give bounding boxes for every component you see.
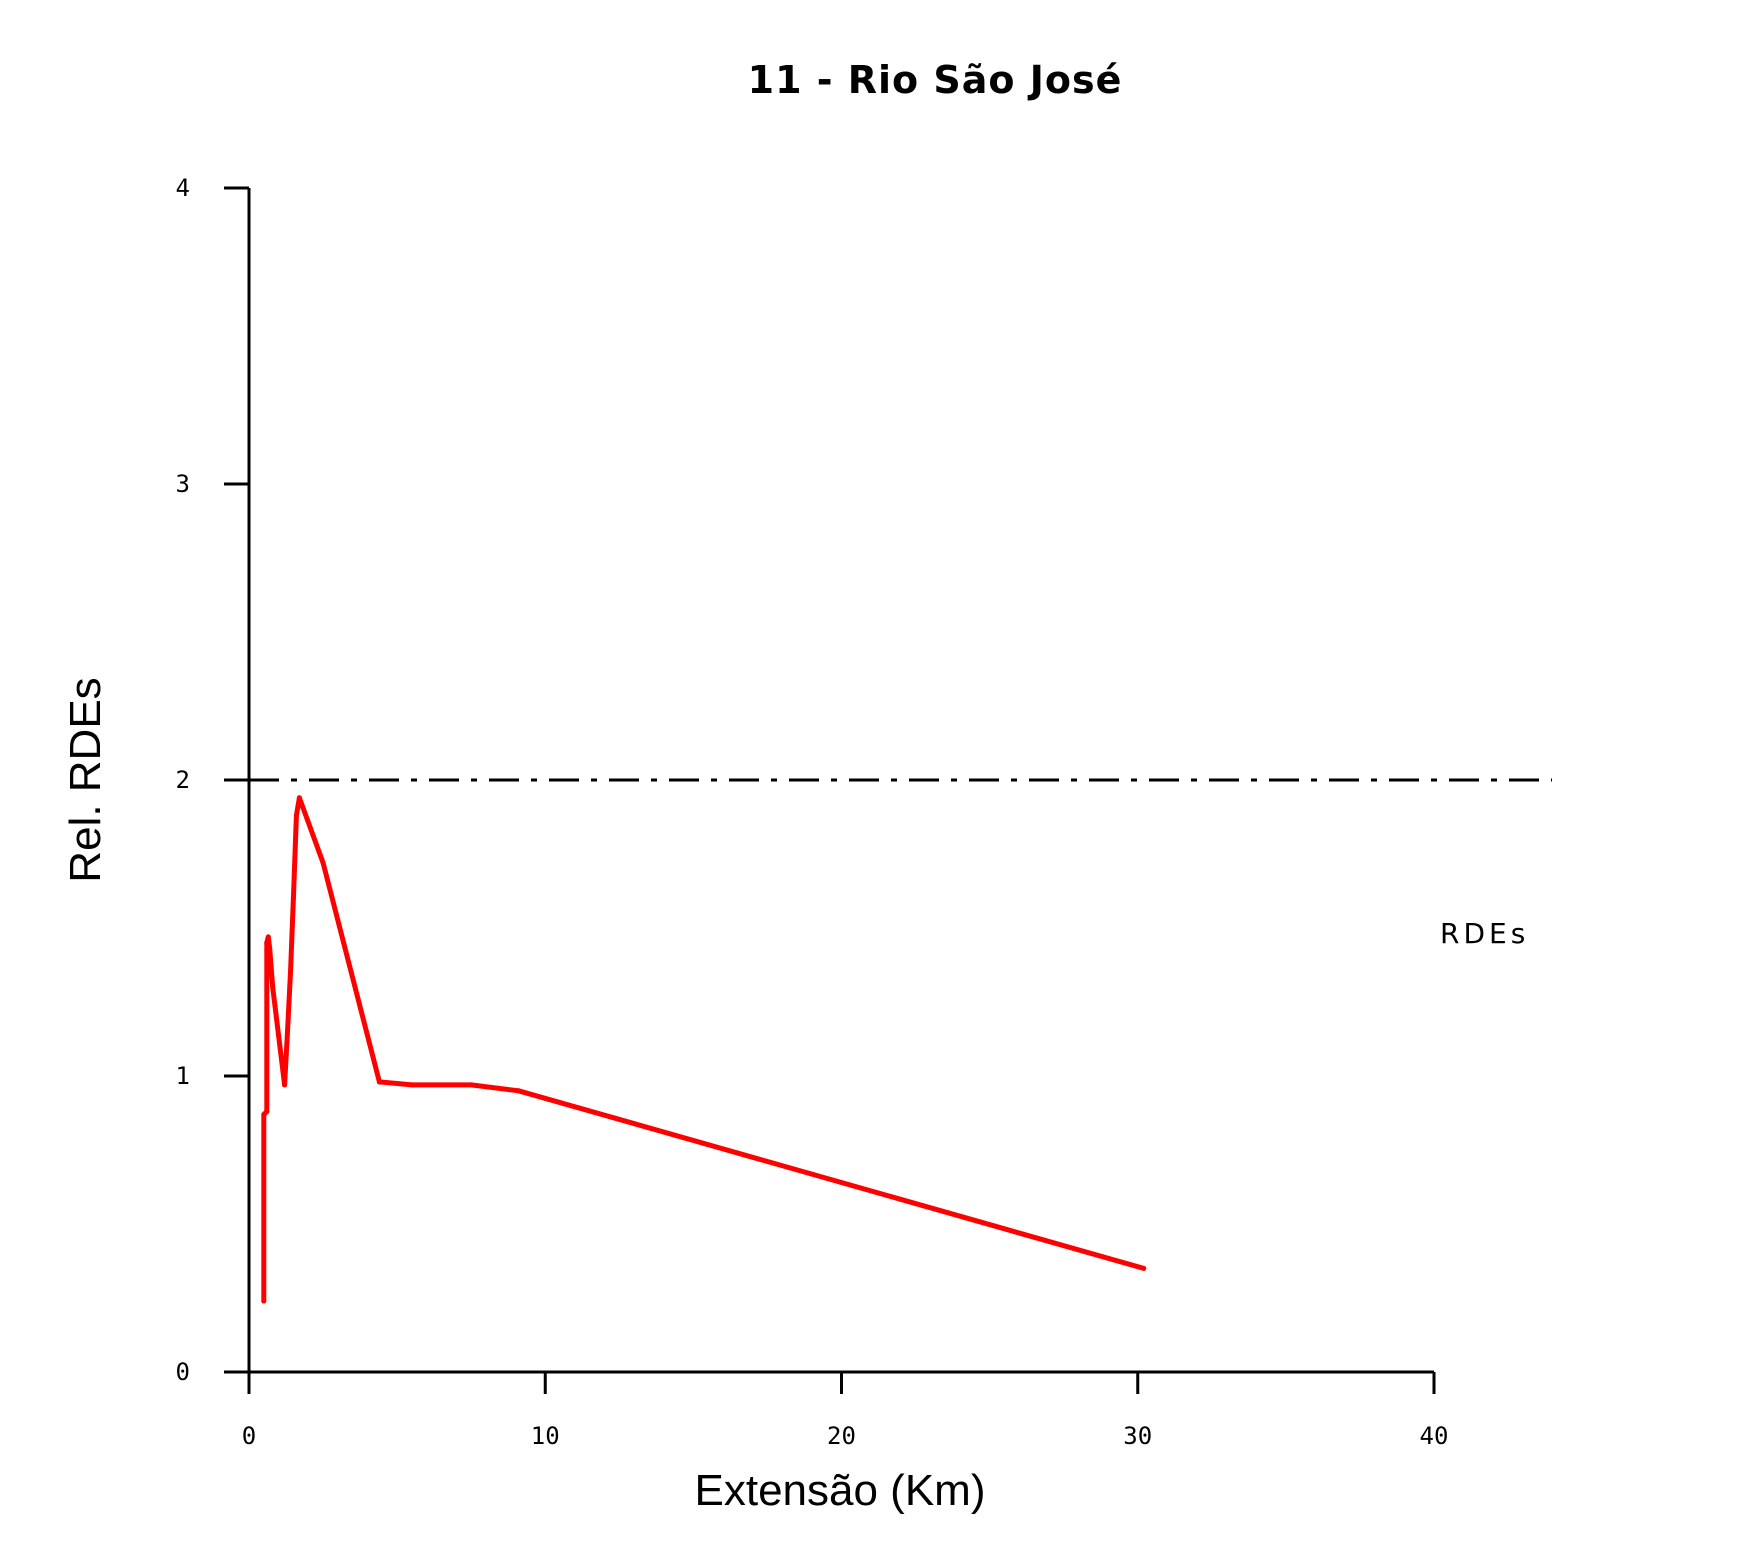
- y-tick-label: 0: [176, 1358, 190, 1386]
- y-axis-label: Rel. RDEs: [61, 677, 110, 882]
- y-tick-label: 3: [176, 470, 190, 498]
- y-tick-label: 4: [176, 174, 190, 202]
- y-tick-label: 1: [176, 1062, 190, 1090]
- data-point: [287, 969, 293, 975]
- data-point: [468, 1082, 474, 1088]
- x-tick-label: 20: [827, 1422, 856, 1450]
- data-point: [296, 795, 302, 801]
- data-point: [409, 1082, 415, 1088]
- data-point: [270, 984, 276, 990]
- series-points: [261, 795, 1147, 1304]
- x-tick-label: 10: [531, 1422, 560, 1450]
- series-line-rdes: [261, 795, 1147, 1304]
- x-axis-label: Extensão (Km): [695, 1466, 986, 1515]
- data-point: [282, 1082, 288, 1088]
- data-point: [261, 1298, 267, 1304]
- data-point: [320, 860, 326, 866]
- data-point: [285, 1029, 291, 1035]
- data-point: [264, 940, 270, 946]
- x-tick-label: 40: [1420, 1422, 1449, 1450]
- y-ticks: 0 1 2 3 4: [176, 174, 249, 1386]
- data-point: [293, 813, 299, 819]
- data-point: [267, 946, 273, 952]
- data-point: [1141, 1265, 1147, 1271]
- data-point: [516, 1088, 522, 1094]
- data-point: [376, 1079, 382, 1085]
- x-ticks: 0 10 20 30 40: [242, 1372, 1449, 1450]
- chart-title: 11 - Rio São José: [748, 58, 1123, 102]
- data-point: [264, 1109, 270, 1115]
- y-tick-label: 2: [176, 766, 190, 794]
- data-point: [265, 934, 271, 940]
- series-annotation-rdes: RDEs: [1440, 917, 1529, 950]
- data-point: [290, 895, 296, 901]
- x-tick-label: 30: [1123, 1422, 1152, 1450]
- x-tick-label: 0: [242, 1422, 256, 1450]
